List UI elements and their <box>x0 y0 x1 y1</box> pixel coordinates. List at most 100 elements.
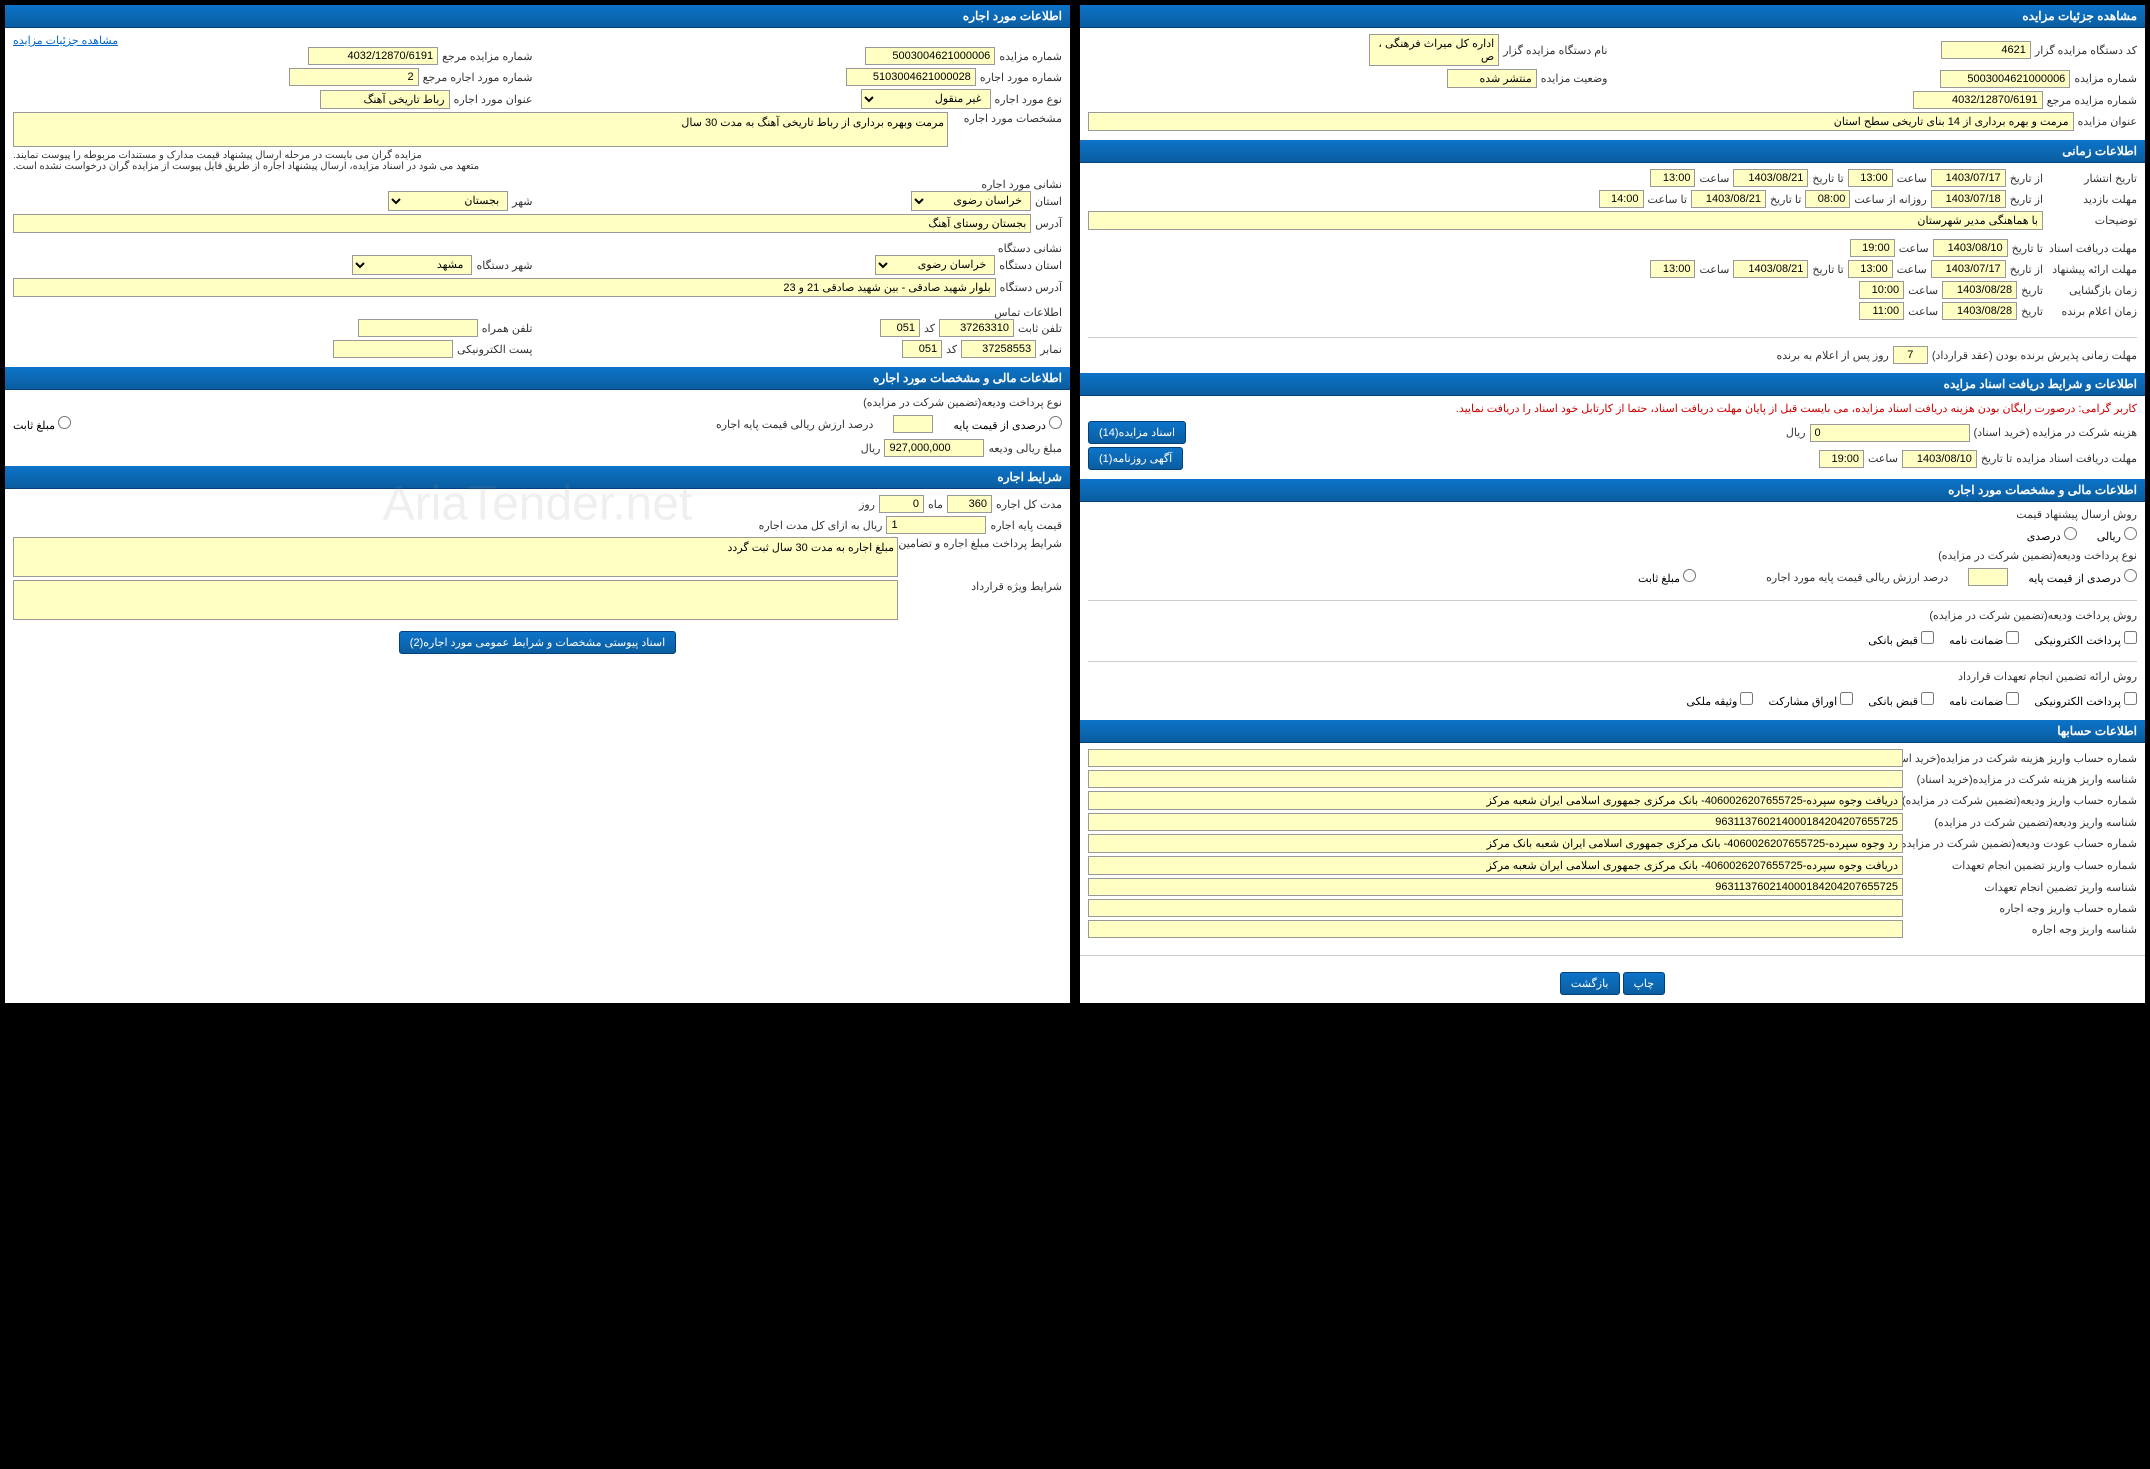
securities-check[interactable] <box>1840 692 1853 705</box>
province-field[interactable]: خراسان رضوی <box>911 191 1031 211</box>
auction-title-field: مرمت و بهره برداری از 14 بنای تاریخی سطح… <box>1088 112 2074 131</box>
property-check-label[interactable]: وثیقه ملکی <box>1686 692 1753 708</box>
guarantee-check-label[interactable]: ضمانت نامه <box>1949 631 2019 647</box>
daily-ad-button[interactable]: آگهی روزنامه(1) <box>1088 447 1183 470</box>
rental-ref-label: شماره مورد اجاره مرجع <box>423 71 533 84</box>
code-label-1: کد <box>924 322 935 335</box>
l-fixed-radio-label[interactable]: مبلغ ثابت <box>13 416 71 432</box>
org-code-label: کد دستگاه مزایده گزار <box>2035 44 2137 57</box>
acc5-label: شماره حساب عودت ودیعه(تضمین شرکت در مزای… <box>1907 837 2137 850</box>
ref-no-label: شماره مزایده مرجع <box>2047 94 2137 107</box>
electronic-pay-check[interactable] <box>2124 631 2137 644</box>
publish-from-date: 1403/07/17 <box>1931 169 2006 187</box>
org-city-field[interactable]: مشهد <box>352 255 472 275</box>
bottom-buttons: چاپ بازگشت <box>1080 964 2145 1003</box>
rental-type-label: نوع مورد اجاره <box>995 93 1063 106</box>
spec-textarea[interactable] <box>13 112 948 147</box>
spec-label: مشخصات مورد اجاره <box>952 112 1062 125</box>
duration-months: 360 <box>947 495 992 513</box>
publish-to-time: 13:00 <box>1650 169 1695 187</box>
rental-no-label: شماره مورد اجاره <box>980 71 1062 84</box>
l-fixed-radio[interactable] <box>58 416 71 429</box>
guarantee-check2-label[interactable]: ضمانت نامه <box>1949 692 2019 708</box>
phone-code-field: 051 <box>880 319 920 337</box>
doc-receive-label: مهلت دریافت اسناد <box>2047 242 2137 255</box>
duration-days: 0 <box>879 495 924 513</box>
rental-title-label: عنوان مورد اجاره <box>454 93 533 106</box>
rial-radio-label[interactable]: ریالی <box>2097 527 2137 543</box>
visit-to-date: 1403/08/21 <box>1691 190 1766 208</box>
bank-receipt-check2-label[interactable]: قبض بانکی <box>1868 692 1934 708</box>
attachments-button[interactable]: اسناد پیوستی مشخصات و شرایط عمومی مورد ا… <box>399 631 676 654</box>
proposal-from-time: 13:00 <box>1848 260 1893 278</box>
auction-docs-button[interactable]: اسناد مزایده(14) <box>1088 421 1186 444</box>
price-method-label: روش ارسال پیشنهاد قیمت <box>1088 508 2137 521</box>
l-percent-suffix: درصد ارزش ریالی قیمت پایه اجاره <box>716 418 873 431</box>
rial-radio[interactable] <box>2124 527 2137 540</box>
date-label-1: تاریخ <box>2021 284 2043 297</box>
securities-check-label[interactable]: اوراق مشارکت <box>1768 692 1853 708</box>
electronic-pay-check2[interactable] <box>2124 692 2137 705</box>
back-button[interactable]: بازگشت <box>1560 972 1620 995</box>
financial-spec-header: اطلاعات مالی و مشخصات مورد اجاره <box>1080 479 2145 502</box>
phone-label: تلفن ثابت <box>1018 322 1062 335</box>
auction-details-body: کد دستگاه مزایده گزار 4621 نام دستگاه مز… <box>1080 28 2145 140</box>
print-button[interactable]: چاپ <box>1623 972 1666 995</box>
percent-radio[interactable] <box>2064 527 2077 540</box>
auction-status-label: وضعیت مزایده <box>1541 72 1608 85</box>
l-auction-no-label: شماره مزایده <box>999 50 1062 63</box>
rental-type-field[interactable]: غیر منقول <box>861 89 991 109</box>
open-time: 10:00 <box>1859 281 1904 299</box>
property-check[interactable] <box>1740 692 1753 705</box>
electronic-pay-check-label[interactable]: پرداخت الکترونیکی <box>2034 631 2137 647</box>
duration-label: مدت کل اجاره <box>996 498 1062 511</box>
percent-base-radio[interactable] <box>2124 569 2137 582</box>
guarantee-check2[interactable] <box>2006 692 2019 705</box>
link-details[interactable]: مشاهده جزئیات مزایده <box>13 35 118 47</box>
city-field[interactable]: بجستان <box>388 191 508 211</box>
email-label: پست الکترونیکی <box>457 343 533 356</box>
acc4-field: 963113760214000184204207655725 <box>1088 813 1903 831</box>
bank-receipt-check-label[interactable]: قبض بانکی <box>1868 631 1934 647</box>
proposal-to-time: 13:00 <box>1650 260 1695 278</box>
special-cond-textarea[interactable] <box>13 580 898 620</box>
payment-cond-label: شرایط پرداخت مبلغ اجاره و تضامین آن <box>902 537 1062 550</box>
bank-receipt-check[interactable] <box>1921 631 1934 644</box>
electronic-pay-check2-label[interactable]: پرداخت الکترونیکی <box>2034 692 2137 708</box>
fixed-amount-radio-label[interactable]: مبلغ ثابت <box>1638 569 1696 585</box>
percent-radio-label[interactable]: درصدی <box>2027 527 2077 543</box>
guarantee-check[interactable] <box>2006 631 2019 644</box>
notes-label: توضیحات <box>2047 214 2137 227</box>
auction-no-field: 5003004621000006 <box>1940 70 2070 88</box>
fixed-amount-radio[interactable] <box>1683 569 1696 582</box>
doc-deadline-date: 1403/08/10 <box>1902 450 1977 468</box>
bank-receipt-text: قبض بانکی <box>1868 635 1918 647</box>
org-province-field[interactable]: خراسان رضوی <box>875 255 995 275</box>
acc5-field: رد وجوه سپرده-4060026207655725- بانک مرک… <box>1088 834 1903 853</box>
time-label-4: ساعت <box>1897 263 1927 276</box>
accept-deadline-label: مهلت زمانی پذیرش برنده بودن (عقد قرارداد… <box>1932 349 2137 362</box>
left-panel: AriaTender.net اطلاعات مورد اجاره مشاهده… <box>5 5 1070 1003</box>
payment-cond-textarea[interactable] <box>13 537 898 577</box>
acc2-label: شناسه واریز هزینه شرکت در مزایده(خرید اس… <box>1907 773 2137 786</box>
org-addr-field: بلوار شهید صادقی - بین شهید صادقی 21 و 2… <box>13 278 996 297</box>
l-auction-no-field: 5003004621000006 <box>865 47 995 65</box>
doc-deadline-label: مهلت دریافت اسناد مزایده <box>2016 452 2137 465</box>
to-date-label-2: تا تاریخ <box>1770 193 1801 206</box>
winner-time-label: زمان اعلام برنده <box>2047 305 2137 318</box>
address-field-label: آدرس <box>1035 217 1062 230</box>
acc7-field: 963113760214000184204207655725 <box>1088 878 1903 896</box>
time-label-2: ساعت <box>1699 172 1729 185</box>
proposal-label: مهلت ارائه پیشنهاد <box>2047 263 2137 276</box>
l-percent-base-radio[interactable] <box>1049 416 1062 429</box>
mobile-field <box>358 319 478 337</box>
visit-from-date: 1403/07/18 <box>1931 190 2006 208</box>
percent-base-radio-label[interactable]: درصدی از قیمت پایه <box>2028 569 2137 585</box>
percent-base-suffix: درصد ارزش ریالی قیمت پایه مورد اجاره <box>1766 571 1948 584</box>
l-percent-base-radio-label[interactable]: درصدی از قیمت پایه <box>953 416 1062 432</box>
bank-receipt-check2[interactable] <box>1921 692 1934 705</box>
acc1-label: شماره حساب واریز هزینه شرکت در مزایده(خر… <box>1907 752 2137 765</box>
participate-fee: 0 <box>1810 424 1970 442</box>
address-label: نشانی مورد اجاره <box>13 178 1062 191</box>
org-name-label: نام دستگاه مزایده گزار <box>1503 44 1607 57</box>
